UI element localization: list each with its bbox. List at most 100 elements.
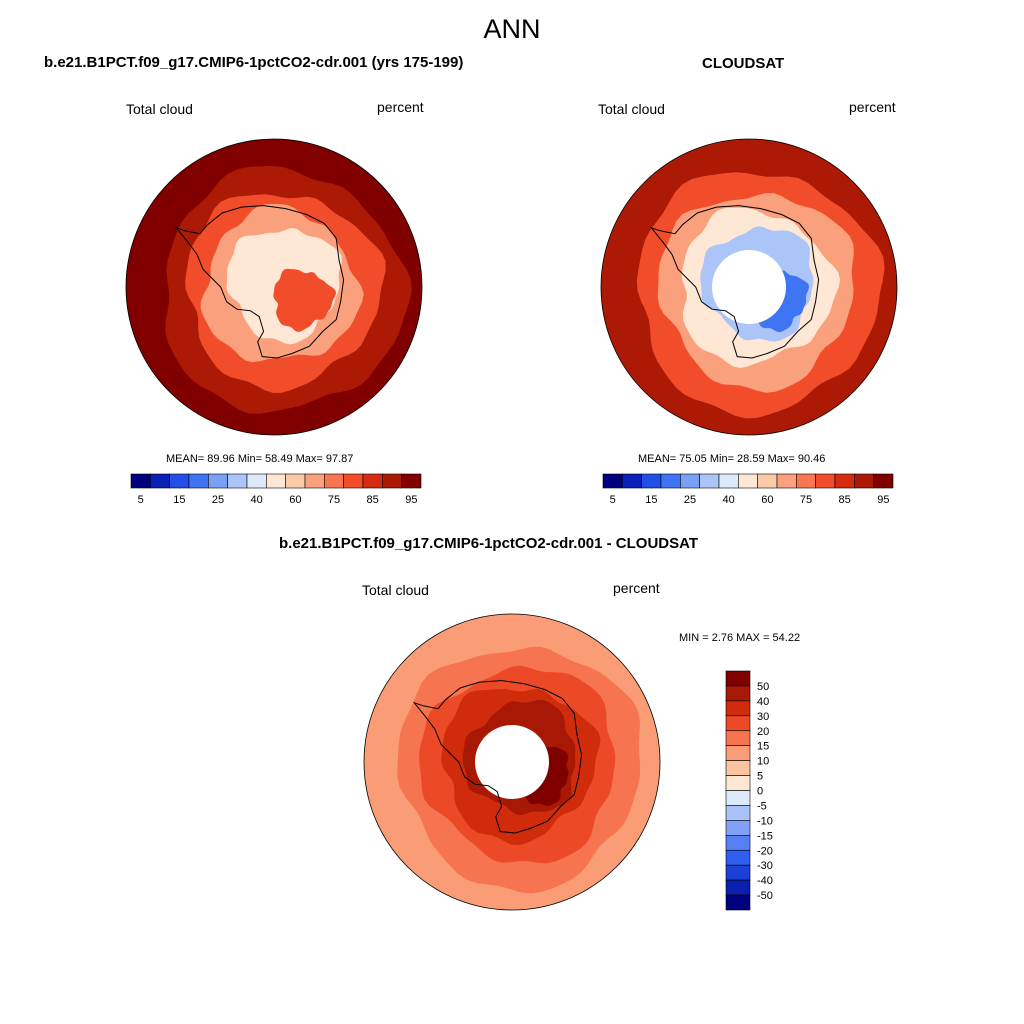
diff-colorbar-tick-label: 20 (757, 726, 769, 738)
model-colorbar-swatch (304, 473, 325, 489)
model-stats: MEAN= 89.96 Min= 58.49 Max= 97.87 (166, 453, 354, 465)
obs-polar-map (600, 138, 898, 436)
obs-colorbar-tick-label: 60 (761, 494, 773, 506)
model-colorbar-tick-label: 60 (289, 494, 301, 506)
diff-colorbar-tick-label: 40 (757, 696, 769, 708)
diff-colorbar-swatch (725, 805, 751, 821)
obs-colorbar-tick-label: 40 (723, 494, 735, 506)
model-colorbar-tick-label: 85 (367, 494, 379, 506)
diff-colorbar-swatch (725, 879, 751, 896)
model-polar-map (125, 138, 423, 436)
diff-colorbar-tick-label: -10 (757, 815, 773, 827)
figure-title: ANN (483, 14, 541, 44)
diff-colorbar-swatch (725, 849, 751, 866)
obs-colorbar-swatch (718, 473, 739, 489)
model-colorbar-tick-label: 75 (328, 494, 340, 506)
diff-antarctica-coastline (412, 680, 583, 834)
obs-colorbar-tick-label: 75 (800, 494, 812, 506)
obs-colorbar-tick-label: 15 (645, 494, 657, 506)
diff-polar-map (363, 613, 661, 911)
model-colorbar-swatch (285, 473, 306, 489)
diff-colorbar-tick-label: -5 (757, 800, 767, 812)
diff-colorbar-tick-label: 15 (757, 741, 769, 753)
model-colorbar-swatch (169, 473, 190, 489)
obs-map-border (600, 138, 898, 436)
diff-variable-label: Total cloud (362, 582, 429, 598)
diff-colorbar-swatch (725, 730, 751, 746)
obs-colorbar-swatch (602, 473, 623, 489)
diff-colorbar-swatch (725, 715, 751, 732)
model-colorbar-swatch (227, 473, 248, 489)
diff-colorbar-tick-label: 50 (757, 681, 769, 693)
diff-colorbar-tick-label: -40 (757, 875, 773, 887)
model-panel-title: b.e21.B1PCT.f09_g17.CMIP6-1pctCO2-cdr.00… (44, 54, 464, 71)
model-colorbar-tick-label: 25 (212, 494, 224, 506)
obs-colorbar-swatch (854, 473, 874, 489)
model-colorbar-swatch (150, 473, 170, 489)
diff-polar-gap (475, 725, 549, 799)
model-colorbar-swatch (130, 473, 151, 489)
model-colorbar-swatch (246, 473, 267, 489)
model-units-label: percent (377, 99, 424, 115)
obs-colorbar-swatch (796, 473, 816, 489)
diff-colorbar-tick-label: 5 (757, 771, 763, 783)
diff-colorbar-swatch (725, 670, 751, 687)
model-variable-label: Total cloud (126, 101, 193, 117)
model-map-border (125, 138, 423, 436)
obs-colorbar-swatch (699, 473, 720, 489)
diff-colorbar-tick-label: 10 (757, 756, 769, 768)
obs-colorbar-swatch (873, 473, 894, 489)
obs-antarctica-coastline (649, 205, 820, 359)
diff-colorbar-swatch (725, 835, 751, 851)
model-colorbar-swatch (324, 473, 344, 489)
obs-colorbar-tick-label: 95 (877, 494, 889, 506)
diff-colorbar-tick-label: -30 (757, 860, 773, 872)
model-colorbar-tick-label: 95 (405, 494, 417, 506)
model-colorbar: 5 15 25 40 60 75 85 95 (130, 473, 422, 506)
obs-colorbar-swatch (680, 473, 700, 489)
diff-colorbar-swatch (725, 760, 751, 776)
obs-variable-label: Total cloud (598, 101, 665, 117)
diff-stats: MIN = 2.76 MAX = 54.22 (679, 632, 801, 644)
obs-colorbar-swatch (622, 473, 642, 489)
obs-colorbar-swatch (834, 473, 855, 489)
model-colorbar-swatch (343, 473, 364, 489)
diff-colorbar-tick-label: -20 (757, 845, 773, 857)
diff-colorbar-tick-label: 0 (757, 786, 763, 798)
diff-colorbar-swatch (725, 775, 751, 791)
obs-polar-gap (712, 250, 786, 324)
obs-colorbar-swatch (641, 473, 662, 489)
diff-colorbar-swatch (725, 894, 751, 911)
obs-colorbar-swatch (738, 473, 758, 489)
diff-colorbar-swatch (725, 820, 751, 836)
model-antarctica-coastline (174, 205, 345, 359)
obs-colorbar-swatch (815, 473, 836, 489)
model-colorbar-tick-label: 5 (138, 494, 144, 506)
model-colorbar-tick-label: 40 (251, 494, 263, 506)
diff-colorbar-tick-label: 30 (757, 711, 769, 723)
obs-colorbar-tick-label: 25 (684, 494, 696, 506)
obs-colorbar-swatch (776, 473, 797, 489)
obs-colorbar-swatch (757, 473, 778, 489)
model-interior-core (273, 268, 337, 332)
obs-stats: MEAN= 75.05 Min= 28.59 Max= 90.46 (638, 453, 826, 465)
obs-cloud-field (601, 139, 897, 435)
diff-units-label: percent (613, 580, 660, 596)
model-colorbar-swatch (362, 473, 383, 489)
obs-colorbar-tick-label: 85 (839, 494, 851, 506)
diff-map-border (363, 613, 661, 911)
diff-colorbar-tick-label: -15 (757, 830, 773, 842)
diff-cloud-field (364, 614, 660, 910)
model-colorbar-tick-label: 15 (173, 494, 185, 506)
diff-colorbar-tick-label: -50 (757, 890, 773, 902)
diff-colorbar-swatch (725, 864, 751, 881)
diff-colorbar-swatch (725, 790, 751, 806)
model-colorbar-swatch (188, 473, 209, 489)
model-cloud-field (126, 139, 422, 435)
model-colorbar-swatch (208, 473, 228, 489)
diff-colorbar-swatch (725, 745, 751, 761)
diff-colorbar-swatch (725, 700, 751, 717)
obs-colorbar: 5 15 25 40 60 75 85 95 (602, 473, 894, 506)
model-colorbar-swatch (266, 473, 286, 489)
